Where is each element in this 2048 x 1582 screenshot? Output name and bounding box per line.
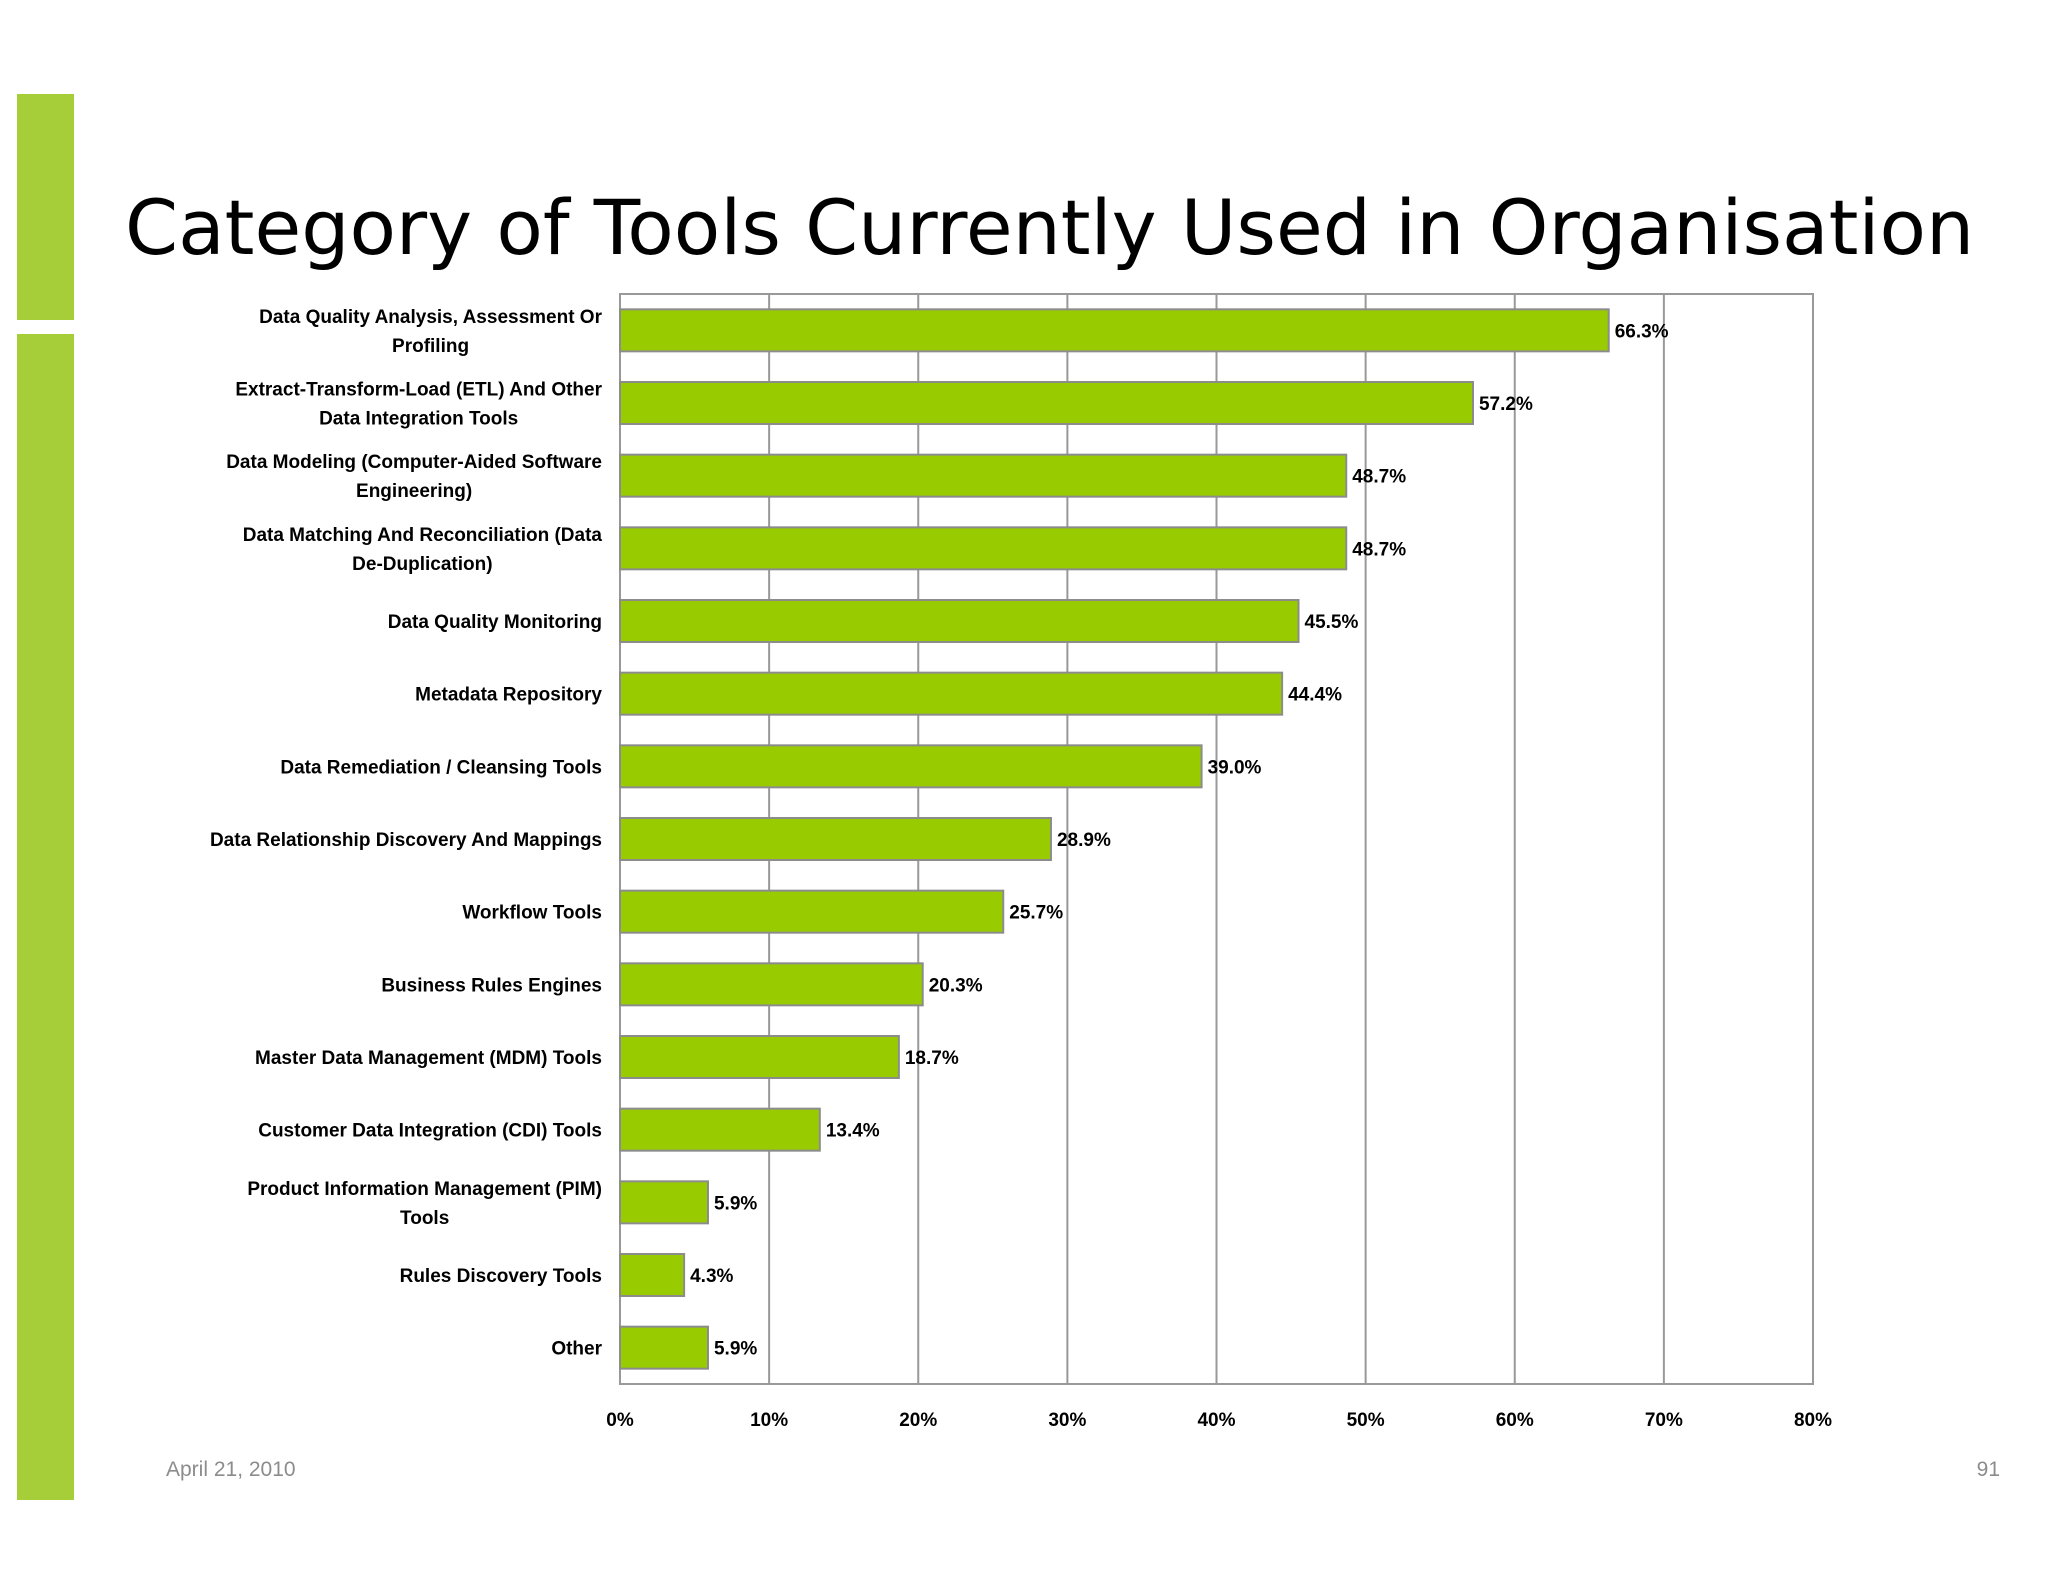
bar <box>619 1253 686 1297</box>
bar <box>619 526 1348 571</box>
bar <box>619 1180 709 1225</box>
page-number: 91 <box>1976 1458 2000 1481</box>
data-label: 25.7% <box>1009 903 1063 924</box>
category-label: Metadata Repository <box>415 685 602 706</box>
data-label: 48.7% <box>1352 467 1406 488</box>
data-label: 20.3% <box>929 975 983 996</box>
category-label: Customer Data Integration (CDI) Tools <box>258 1121 602 1142</box>
data-label: 18.7% <box>905 1048 959 1069</box>
category-label: Data Remediation / Cleansing Tools <box>280 757 602 778</box>
data-label: 39.0% <box>1208 757 1262 778</box>
category-label: Data Quality Monitoring <box>388 612 602 633</box>
bar <box>619 1035 900 1079</box>
x-tick-label: 40% <box>1197 1410 1235 1431</box>
bar <box>619 744 1203 789</box>
x-tick-label: 0% <box>606 1410 634 1431</box>
category-label: Data Quality Analysis, Assessment Or Prof… <box>259 307 602 357</box>
category-label: Data Relationship Discovery And Mappings <box>210 830 602 851</box>
x-tick-label: 30% <box>1048 1410 1086 1431</box>
data-label: 5.9% <box>714 1339 757 1360</box>
category-label: Product Information Management (PIM) Tool… <box>247 1179 602 1229</box>
category-label: Rules Discovery Tools <box>400 1266 602 1287</box>
bar <box>619 308 1610 353</box>
slide-title: Category of Tools Currently Used in Orga… <box>125 183 1975 272</box>
category-label: Data Modeling (Computer-Aided Software En… <box>226 452 602 502</box>
data-label: 28.9% <box>1057 830 1111 851</box>
bar <box>619 1107 821 1152</box>
bar <box>619 962 924 1007</box>
x-tick-label: 50% <box>1347 1410 1385 1431</box>
x-tick-label: 70% <box>1645 1410 1683 1431</box>
bar <box>619 817 1052 861</box>
bar <box>619 671 1284 716</box>
data-label: 13.4% <box>826 1121 880 1142</box>
category-label: Workflow Tools <box>462 903 602 924</box>
data-label: 48.7% <box>1352 539 1406 560</box>
bar <box>619 889 1005 934</box>
x-tick-label: 60% <box>1496 1410 1534 1431</box>
x-tick-label: 20% <box>899 1410 937 1431</box>
data-label: 4.3% <box>690 1266 733 1287</box>
category-label: Extract-Transform-Load (ETL) And Other Da… <box>235 380 602 430</box>
data-label: 45.5% <box>1305 612 1359 633</box>
bar <box>619 1325 709 1370</box>
x-tick-label: 10% <box>750 1410 788 1431</box>
accent-bar-top <box>17 94 74 320</box>
category-label: Business Rules Engines <box>381 975 602 996</box>
bar <box>619 453 1348 498</box>
x-tick-label: 80% <box>1794 1410 1832 1431</box>
footer-date: April 21, 2010 <box>166 1458 296 1481</box>
data-label: 66.3% <box>1615 321 1669 342</box>
category-label: Other <box>551 1339 602 1360</box>
accent-bar-bottom <box>17 334 74 1500</box>
data-label: 44.4% <box>1288 685 1342 706</box>
bar <box>619 599 1300 643</box>
data-label: 5.9% <box>714 1193 757 1214</box>
category-label: Master Data Management (MDM) Tools <box>255 1048 602 1069</box>
data-label: 57.2% <box>1479 394 1533 415</box>
bar <box>619 381 1474 425</box>
category-label: Data Matching And Reconciliation (Data De… <box>243 525 603 575</box>
